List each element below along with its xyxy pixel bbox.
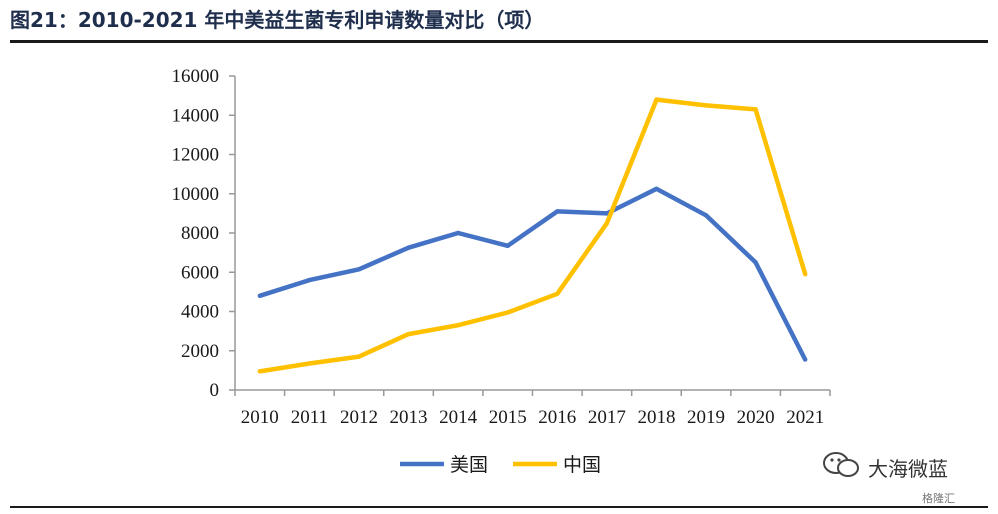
series-points-0 [257,186,808,362]
series-line-0 [259,186,808,361]
top-rule [10,40,988,43]
data-point [753,107,758,112]
x-tick-label: 2012 [340,407,378,428]
data-point [803,272,808,277]
x-tick-label: 2015 [489,407,527,428]
legend-label-1: 中国 [563,454,601,476]
data-point [555,209,560,214]
data-point [406,245,411,250]
y-tick-label: 6000 [181,262,219,283]
data-point [604,211,610,216]
data-point [505,243,510,248]
data-point [406,331,411,337]
x-tick-label: 2013 [390,407,428,428]
y-tick-label: 16000 [172,66,220,87]
bottom-rule [10,506,988,508]
series-lines [257,97,808,374]
chart-title: 图21：2010-2021 年中美益生菌专利申请数量对比（项） [10,8,545,32]
data-point [307,277,312,283]
data-point [505,310,510,315]
data-point [703,213,709,218]
legend-label-0: 美国 [450,454,488,476]
legend: 美国 中国 [400,454,601,476]
x-tick-label: 2014 [439,407,478,428]
data-point [356,354,362,359]
data-point [604,220,610,226]
data-point [307,361,312,366]
data-point [753,260,758,265]
wechat-icon [822,450,862,485]
data-point [257,369,262,374]
x-tick-labels: 2010 2011 2012 2013 2014 2015 2016 2017 2018 2019… [241,407,824,428]
x-tick-label: 2019 [687,407,725,428]
data-point [654,97,659,102]
data-point [803,357,808,362]
data-point [356,267,362,272]
x-tick-label: 2021 [786,407,824,428]
data-point [654,186,659,192]
watermark-subtext: 格隆汇 [922,492,955,505]
y-tick-label: 4000 [181,302,219,323]
data-point [455,323,461,328]
watermark: 大海微蓝 [822,450,948,485]
y-tick-label: 10000 [172,184,220,205]
y-tick-label: 12000 [172,145,220,166]
series-points-1 [257,97,808,374]
y-tick-label: 2000 [181,341,219,362]
data-point [455,230,461,236]
y-tick-label: 0 [210,380,220,401]
data-point [257,293,262,298]
axes [229,75,831,396]
y-tick-label: 8000 [181,223,219,244]
x-tick-label: 2016 [538,407,576,428]
x-tick-label: 2018 [637,407,675,428]
series-line-1 [259,97,808,374]
x-tick-label: 2011 [291,407,328,428]
y-tick-labels: 0 2000 4000 6000 8000 10000 12000 14000 16000 [172,66,220,401]
data-point [555,291,560,297]
watermark-text: 大海微蓝 [868,457,948,481]
y-tick-label: 14000 [172,105,220,126]
x-tick-label: 2017 [588,407,626,428]
x-tick-label: 2010 [241,407,279,428]
data-point [703,103,709,108]
x-tick-label: 2020 [737,407,775,428]
